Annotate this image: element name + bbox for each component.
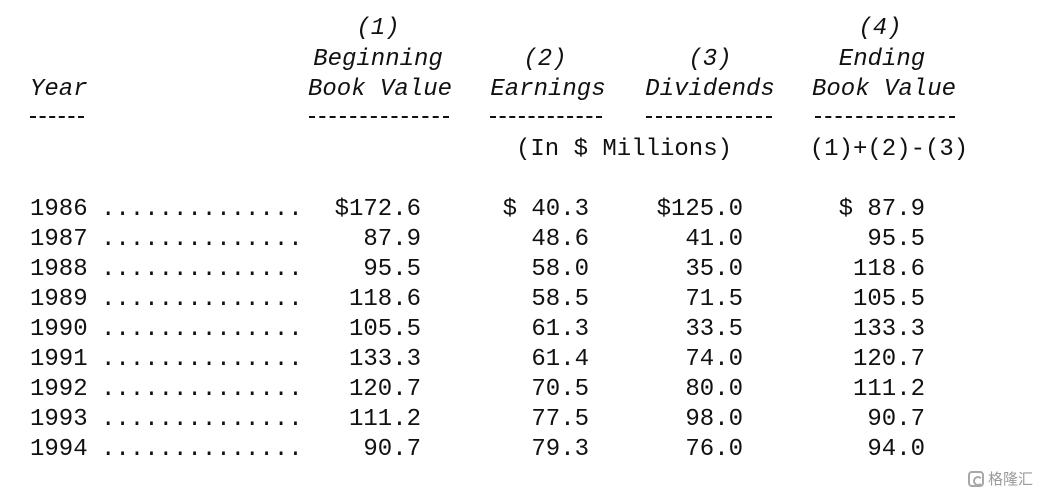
units-note: (In $ Millions) — [515, 136, 733, 163]
cell-dividends: 76.0 — [685, 436, 743, 463]
col2-header: Earnings — [490, 76, 606, 103]
year-header: Year — [30, 76, 88, 103]
formula-note: (1)+(2)-(3) — [809, 136, 969, 163]
cell-beginning-book-value: 87.9 — [363, 226, 421, 253]
cell-ending-book-value: 111.2 — [852, 376, 925, 403]
cell-earnings: 77.5 — [531, 406, 589, 433]
cell-earnings: 61.3 — [531, 316, 589, 343]
cell-beginning-book-value: 133.3 — [348, 346, 421, 373]
cell-year: 1993 — [30, 406, 88, 433]
cell-ending-book-value: 120.7 — [852, 346, 925, 373]
cell-ending-book-value: 95.5 — [867, 226, 925, 253]
cell-earnings: 61.4 — [531, 346, 589, 373]
watermark: 格隆汇 — [967, 468, 1033, 489]
logo-icon — [967, 470, 984, 487]
dot-leader: .............. — [101, 226, 303, 253]
cell-earnings: 79.3 — [531, 436, 589, 463]
dot-leader: .............. — [101, 196, 303, 223]
cell-year: 1992 — [30, 376, 88, 403]
cell-dividends: 98.0 — [685, 406, 743, 433]
cell-earnings: 58.5 — [531, 286, 589, 313]
col2-number: (2) — [523, 46, 567, 73]
dot-leader: .............. — [101, 286, 303, 313]
cell-earnings: 70.5 — [531, 376, 589, 403]
col4-number: (4) — [858, 15, 902, 42]
dot-leader: .............. — [101, 256, 303, 283]
col3-number: (3) — [688, 46, 732, 73]
dot-leader: .............. — [101, 346, 303, 373]
cell-beginning-book-value: 118.6 — [348, 286, 421, 313]
cell-year: 1986 — [30, 196, 88, 223]
cell-dividends: 33.5 — [685, 316, 743, 343]
col3-underline — [646, 116, 772, 118]
cell-dividends: 80.0 — [685, 376, 743, 403]
col1-header-line2: Book Value — [307, 76, 453, 103]
cell-dividends: 71.5 — [685, 286, 743, 313]
col4-header-line2: Book Value — [811, 76, 957, 103]
cell-ending-book-value: $ 87.9 — [838, 196, 925, 223]
cell-dividends: $125.0 — [656, 196, 743, 223]
cell-beginning-book-value: $172.6 — [334, 196, 421, 223]
cell-beginning-book-value: 111.2 — [348, 406, 421, 433]
cell-beginning-book-value: 90.7 — [363, 436, 421, 463]
cell-earnings: $ 40.3 — [502, 196, 589, 223]
cell-year: 1989 — [30, 286, 88, 313]
cell-ending-book-value: 118.6 — [852, 256, 925, 283]
cell-ending-book-value: 90.7 — [867, 406, 925, 433]
cell-dividends: 74.0 — [685, 346, 743, 373]
col2-underline — [490, 116, 602, 118]
cell-ending-book-value: 105.5 — [852, 286, 925, 313]
dot-leader: .............. — [101, 316, 303, 343]
cell-year: 1987 — [30, 226, 88, 253]
cell-ending-book-value: 133.3 — [852, 316, 925, 343]
col1-header-line1: Beginning — [313, 46, 443, 73]
watermark-text: 格隆汇 — [987, 470, 1033, 488]
cell-earnings: 48.6 — [531, 226, 589, 253]
cell-year: 1994 — [30, 436, 88, 463]
year-underline — [30, 116, 84, 118]
dot-leader: .............. — [101, 406, 303, 433]
dot-leader: .............. — [101, 376, 303, 403]
col4-underline — [815, 116, 955, 118]
cell-beginning-book-value: 105.5 — [348, 316, 421, 343]
cell-year: 1988 — [30, 256, 88, 283]
cell-beginning-book-value: 120.7 — [348, 376, 421, 403]
col1-number: (1) — [356, 15, 400, 42]
cell-beginning-book-value: 95.5 — [363, 256, 421, 283]
col3-header: Dividends — [645, 76, 775, 103]
col1-underline — [309, 116, 449, 118]
col4-header-line1: Ending — [838, 46, 926, 73]
cell-dividends: 41.0 — [685, 226, 743, 253]
cell-dividends: 35.0 — [685, 256, 743, 283]
cell-year: 1991 — [30, 346, 88, 373]
cell-earnings: 58.0 — [531, 256, 589, 283]
cell-ending-book-value: 94.0 — [867, 436, 925, 463]
cell-year: 1990 — [30, 316, 88, 343]
dot-leader: .............. — [101, 436, 303, 463]
